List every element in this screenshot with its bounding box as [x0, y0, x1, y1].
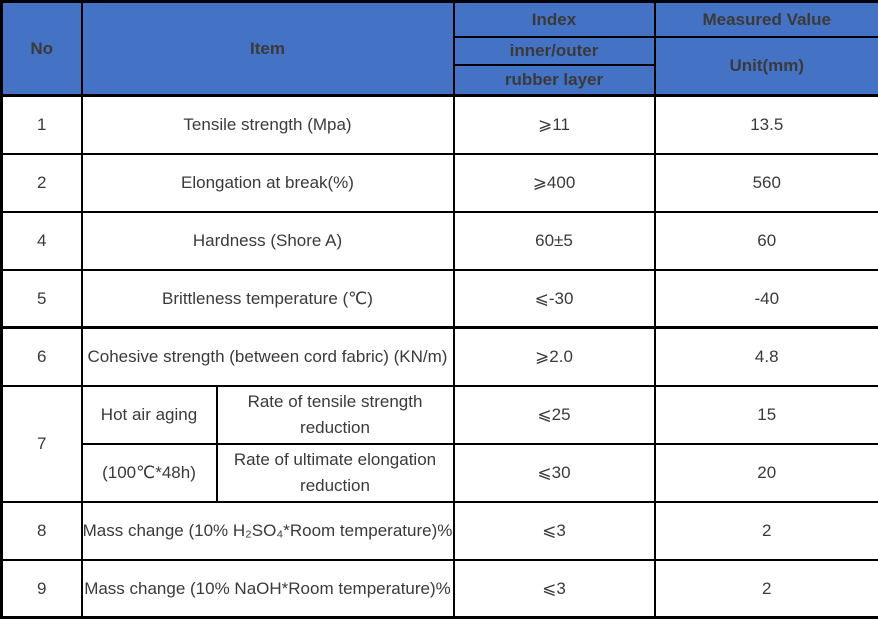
table-row: (100℃*48h) Rate of ultimate elongation r…: [2, 442, 878, 503]
cell-index: ⩾11: [452, 94, 656, 155]
cell-item: Mass change (10% H₂SO₄*Room temperature)…: [80, 500, 455, 561]
cell-no: 6: [0, 326, 83, 387]
cell-item: Tensile strength (Mpa): [80, 94, 455, 155]
cell-item: Elongation at break(%): [80, 152, 455, 213]
cell-item-detail: Rate of ultimate elongation reduction: [215, 442, 455, 503]
cell-measured: 4.8: [653, 326, 878, 387]
cell-measured: 2: [653, 500, 878, 561]
table-row: 8 Mass change (10% H₂SO₄*Room temperatur…: [0, 500, 878, 561]
cell-no: 8: [0, 500, 83, 561]
table-row: 9 Mass change (10% NaOH*Room temperature…: [0, 558, 878, 619]
cell-no: 4: [0, 210, 83, 271]
table-row: 1 Tensile strength (Mpa) ⩾11 13.5: [0, 94, 878, 155]
cell-measured: 15: [653, 384, 878, 445]
cell-no: 9: [0, 558, 83, 619]
cell-item: Hardness (Shore A): [80, 210, 455, 271]
cell-index: ⩽-30: [452, 268, 656, 329]
cell-no: 1: [0, 94, 83, 155]
cell-measured: 560: [653, 152, 878, 213]
cell-measured: 2: [653, 558, 878, 619]
table-row: 7 Hot air aging Rate of tensile strength…: [0, 384, 878, 503]
header-row-1: No Item Index Measured Value: [0, 0, 878, 97]
header-cell-unit: Unit(mm): [653, 35, 878, 97]
cell-no: 7: [0, 384, 83, 503]
cell-no: 5: [0, 268, 83, 329]
cell-measured: 20: [653, 442, 878, 503]
header-row-3: rubber layer: [2, 63, 878, 97]
cell-index: ⩽30: [452, 442, 656, 503]
cell-index: ⩾2.0: [452, 326, 656, 387]
cell-index: ⩽25: [452, 384, 656, 445]
header-cell-item: Item: [80, 0, 455, 97]
cell-index: ⩽3: [452, 500, 656, 561]
cell-index: ⩾400: [452, 152, 656, 213]
cell-item: Brittleness temperature (℃): [80, 268, 455, 329]
table-row: 4 Hardness (Shore A) 60±5 60: [0, 210, 878, 271]
cell-measured: 13.5: [653, 94, 878, 155]
cell-measured: -40: [653, 268, 878, 329]
table-row: 6 Cohesive strength (between cord fabric…: [0, 326, 878, 387]
header-cell-no: No: [0, 0, 83, 97]
cell-no: 2: [0, 152, 83, 213]
cell-index: ⩽3: [452, 558, 656, 619]
cell-item: Mass change (10% NaOH*Room temperature)%: [80, 558, 455, 619]
header-cell-index-sub1: inner/outer: [452, 35, 656, 66]
header-cell-measured-value: Measured Value: [653, 0, 878, 38]
cell-item-condition: (100℃*48h): [80, 442, 218, 503]
cell-item: Cohesive strength (between cord fabric) …: [80, 326, 455, 387]
header-cell-index: Index: [452, 0, 656, 38]
header-cell-index-sub2: rubber layer: [452, 63, 656, 97]
table-row: 2 Elongation at break(%) ⩾400 560: [0, 152, 878, 213]
cell-item-condition: Hot air aging: [80, 384, 218, 445]
cell-measured: 60: [653, 210, 878, 271]
cell-item-detail: Rate of tensile strength reduction: [215, 384, 455, 445]
table-row: 5 Brittleness temperature (℃) ⩽-30 -40: [0, 268, 878, 329]
cell-index: 60±5: [452, 210, 656, 271]
